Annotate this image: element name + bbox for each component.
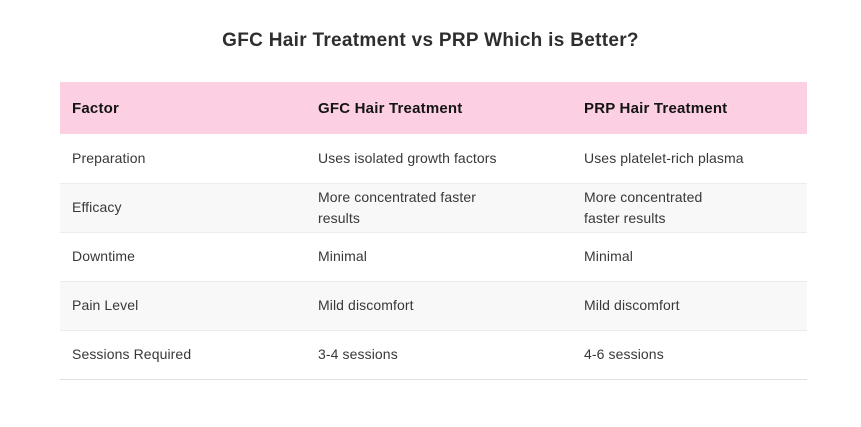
cell-prp: Mild discomfort: [572, 281, 807, 331]
cell-factor: Efficacy: [60, 183, 306, 233]
page-title: GFC Hair Treatment vs PRP Which is Bette…: [222, 30, 639, 51]
cell-gfc: 3-4 sessions: [306, 330, 572, 380]
table-row: Downtime Minimal Minimal: [60, 232, 807, 282]
cell-gfc: Minimal: [306, 232, 572, 282]
cell-factor: Preparation: [60, 134, 306, 184]
cell-prp: Uses platelet-rich plasma: [572, 134, 807, 184]
table-row: Pain Level Mild discomfort Mild discomfo…: [60, 281, 807, 331]
table-row: Sessions Required 3-4 sessions 4-6 sessi…: [60, 330, 807, 380]
cell-gfc: Mild discomfort: [306, 281, 572, 331]
cell-factor: Pain Level: [60, 281, 306, 331]
comparison-table: Factor GFC Hair Treatment PRP Hair Treat…: [60, 82, 807, 380]
cell-prp: 4-6 sessions: [572, 330, 807, 380]
cell-gfc: More concentrated faster results: [306, 183, 572, 233]
cell-factor: Downtime: [60, 232, 306, 282]
cell-prp: More concentrated faster results: [572, 183, 807, 233]
column-header-gfc: GFC Hair Treatment: [318, 99, 463, 117]
cell-prp: Minimal: [572, 232, 807, 282]
header-row: Factor GFC Hair Treatment PRP Hair Treat…: [60, 82, 807, 134]
table-row: Efficacy More concentrated faster result…: [60, 183, 807, 233]
table-body: Preparation Uses isolated growth factors…: [60, 134, 807, 380]
cell-factor: Sessions Required: [60, 330, 306, 380]
table-row: Preparation Uses isolated growth factors…: [60, 134, 807, 184]
table-header: Factor GFC Hair Treatment PRP Hair Treat…: [60, 82, 807, 134]
column-header-prp: PRP Hair Treatment: [584, 99, 728, 117]
column-header-factor: Factor: [72, 99, 120, 117]
cell-gfc: Uses isolated growth factors: [306, 134, 572, 184]
